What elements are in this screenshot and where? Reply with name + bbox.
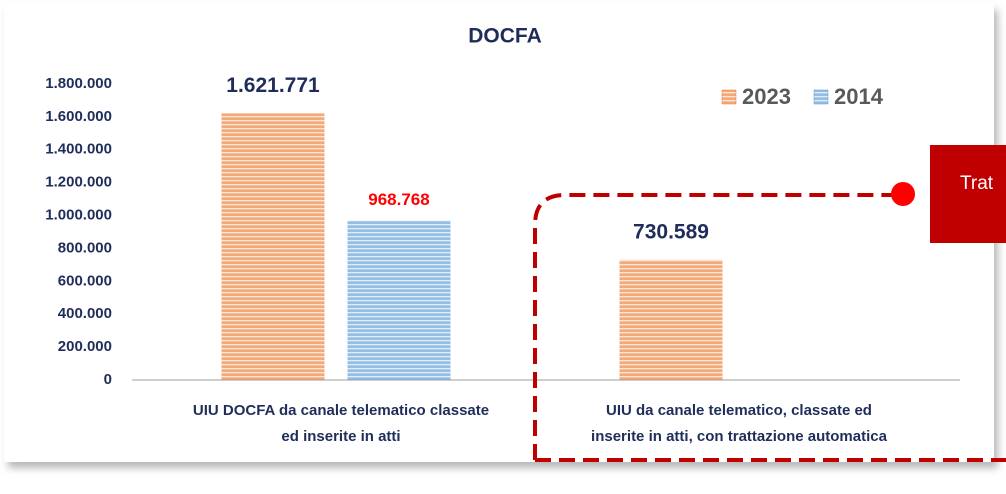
y-tick-label: 0 xyxy=(104,371,112,388)
bar xyxy=(619,259,723,380)
legend-swatch xyxy=(813,89,829,105)
y-tick-label: 1.400.000 xyxy=(45,141,112,158)
legend-label: 2014 xyxy=(834,84,884,109)
y-tick-label: 1.600.000 xyxy=(45,108,112,125)
chart-panel xyxy=(4,4,994,462)
bar xyxy=(347,220,451,380)
y-tick-label: 1.200.000 xyxy=(45,174,112,191)
chart-title: DOCFA xyxy=(468,25,542,48)
value-label: 968.768 xyxy=(368,190,429,209)
y-tick-label: 1.000.000 xyxy=(45,207,112,224)
y-tick-label: 800.000 xyxy=(58,239,112,256)
x-tick-label: UIU da canale telematico, classate ed xyxy=(606,402,872,419)
annotation-box xyxy=(930,145,1006,243)
bar xyxy=(221,113,325,380)
value-label: 730.589 xyxy=(633,220,709,243)
y-tick-label: 200.000 xyxy=(58,338,112,355)
annotation-dot xyxy=(891,182,915,206)
annotation: Trat xyxy=(960,173,994,194)
x-tick-label: inserite in atti, con trattazione automa… xyxy=(591,428,888,445)
legend-swatch xyxy=(721,89,737,105)
x-tick-label: UIU DOCFA da canale telematico classate xyxy=(193,402,489,419)
y-tick-label: 600.000 xyxy=(58,272,112,289)
y-tick-label: 400.000 xyxy=(58,305,112,322)
value-label: 1.621.771 xyxy=(226,74,320,97)
x-tick-label: ed inserite in atti xyxy=(281,428,400,445)
y-tick-label: 1.800.000 xyxy=(45,75,112,92)
legend-label: 2023 xyxy=(742,84,791,109)
